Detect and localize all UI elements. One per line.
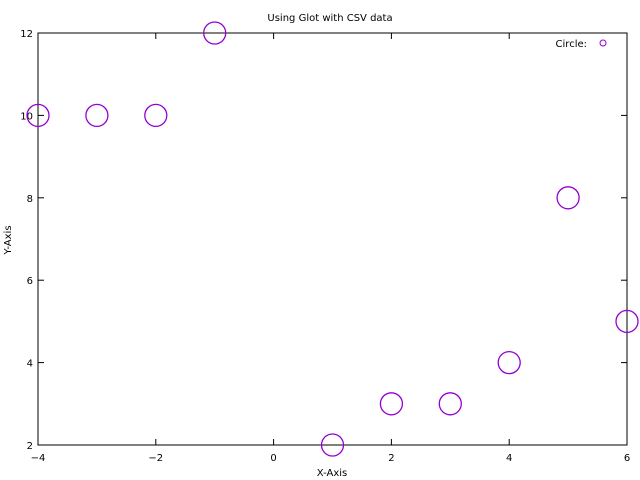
x-axis-ticks: −4 −2 0 2 4 6 bbox=[31, 33, 630, 464]
plot-frame bbox=[37, 32, 628, 446]
y-tick-label: 6 bbox=[27, 276, 33, 287]
y-tick-label: 2 bbox=[27, 441, 33, 452]
data-point bbox=[203, 21, 227, 45]
legend-label: Circle: bbox=[556, 39, 587, 50]
x-tick-label: 4 bbox=[506, 453, 512, 464]
y-axis-label: Y-Axis bbox=[3, 225, 14, 255]
legend: Circle: bbox=[556, 39, 607, 50]
x-tick-label: 0 bbox=[270, 453, 276, 464]
data-point bbox=[497, 350, 521, 375]
data-point bbox=[438, 392, 462, 416]
y-tick-label: 8 bbox=[27, 194, 33, 205]
data-point bbox=[615, 309, 639, 334]
y-tick-label: 4 bbox=[27, 359, 33, 370]
data-point bbox=[556, 186, 580, 210]
data-points bbox=[26, 21, 639, 457]
y-tick-label: 12 bbox=[20, 29, 33, 40]
x-tick-label: 6 bbox=[624, 453, 630, 464]
x-tick-label: −4 bbox=[31, 453, 46, 464]
data-point bbox=[85, 103, 109, 128]
data-point bbox=[379, 392, 404, 416]
legend-marker bbox=[599, 39, 607, 47]
chart-title: Using Glot with CSV data bbox=[267, 13, 392, 24]
data-point bbox=[26, 103, 50, 128]
x-tick-label: −2 bbox=[148, 453, 163, 464]
data-point bbox=[144, 103, 168, 128]
x-axis-label: X-Axis bbox=[317, 468, 348, 479]
x-tick-label: 2 bbox=[388, 453, 394, 464]
data-point bbox=[320, 433, 345, 457]
